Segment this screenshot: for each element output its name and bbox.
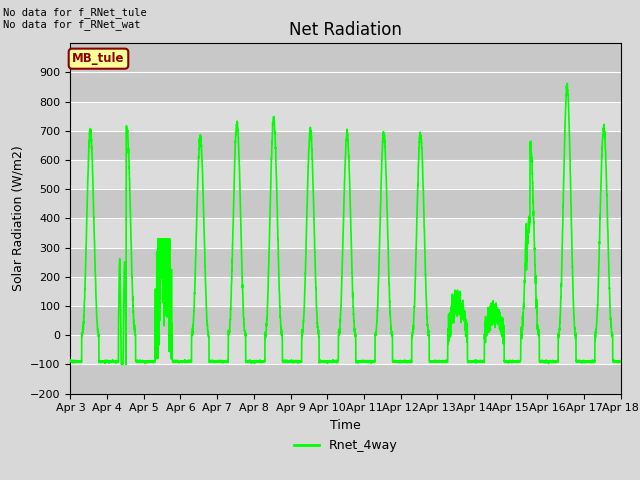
Bar (70, 160, 621, 189)
Bar (70, 102, 621, 131)
Bar (70, 189, 621, 218)
Bar (70, 72, 621, 102)
Bar (70, 335, 621, 364)
Y-axis label: Solar Radiation (W/m2): Solar Radiation (W/m2) (12, 145, 24, 291)
Title: Net Radiation: Net Radiation (289, 21, 402, 39)
Bar (70, 277, 621, 306)
Bar (70, 248, 621, 277)
Text: No data for f_RNet_tule: No data for f_RNet_tule (3, 7, 147, 18)
Text: MB_tule: MB_tule (72, 52, 125, 65)
Legend: Rnet_4way: Rnet_4way (289, 434, 403, 457)
Bar (70, 306, 621, 335)
Bar (70, 131, 621, 160)
Text: No data for f_RNet_wat: No data for f_RNet_wat (3, 19, 141, 30)
X-axis label: Time: Time (330, 419, 361, 432)
Bar (70, 218, 621, 248)
Bar (70, 364, 621, 394)
